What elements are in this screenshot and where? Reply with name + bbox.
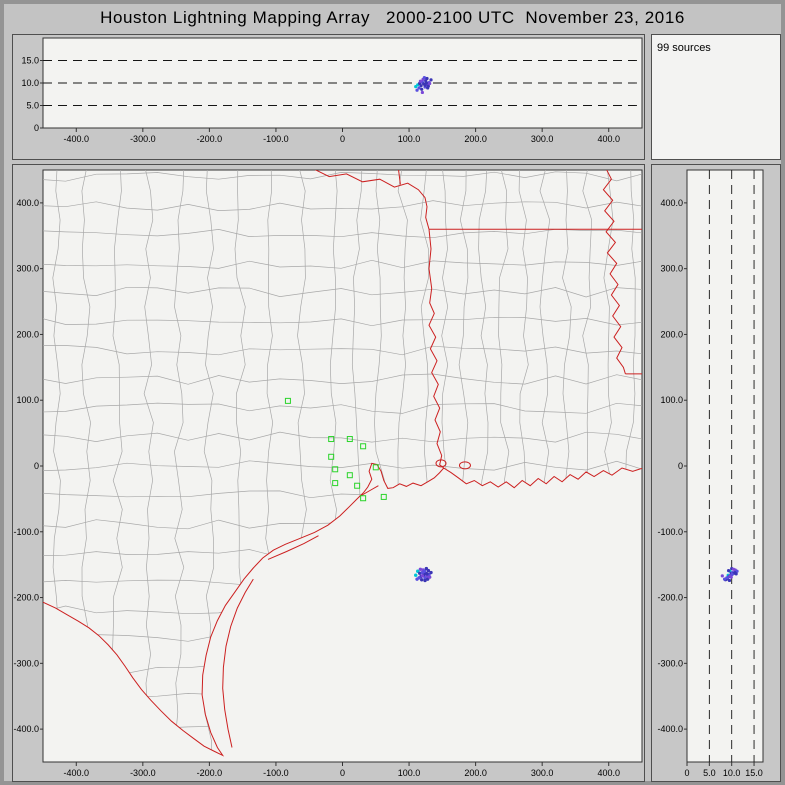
plan-view-map-panel[interactable]: -400.0 -300.0 -200.0 -100.0 0 100.0 200.0 300.0… xyxy=(12,164,645,782)
svg-text:15.0: 15.0 xyxy=(21,56,39,66)
svg-text:100.0: 100.0 xyxy=(660,395,683,405)
svg-text:-100.0: -100.0 xyxy=(263,768,289,778)
svg-text:300.0: 300.0 xyxy=(16,264,39,274)
svg-text:200.0: 200.0 xyxy=(16,329,39,339)
plan-view-plot[interactable]: -400.0 -300.0 -200.0 -100.0 0 100.0 200.0 300.0… xyxy=(13,165,644,781)
svg-text:300.0: 300.0 xyxy=(531,134,554,144)
svg-text:200.0: 200.0 xyxy=(660,329,683,339)
svg-text:100.0: 100.0 xyxy=(398,134,421,144)
svg-text:-100.0: -100.0 xyxy=(13,527,39,537)
svg-text:-300.0: -300.0 xyxy=(657,658,683,668)
svg-text:-300.0: -300.0 xyxy=(130,134,156,144)
svg-text:5.0: 5.0 xyxy=(26,101,39,111)
svg-text:0: 0 xyxy=(678,461,683,471)
svg-text:0: 0 xyxy=(340,134,345,144)
svg-text:-100.0: -100.0 xyxy=(657,527,683,537)
svg-text:100.0: 100.0 xyxy=(16,395,39,405)
lightning-sources-ew xyxy=(414,76,433,95)
svg-text:200.0: 200.0 xyxy=(464,134,487,144)
svg-text:-300.0: -300.0 xyxy=(130,768,156,778)
altitude-gridlines xyxy=(708,170,755,762)
lma-stations xyxy=(284,397,387,502)
ns-altitude-plot[interactable]: 400.0 300.0 200.0 100.0 0 -100.0 -200.0 -300.0 -… xyxy=(652,165,780,781)
svg-text:-200.0: -200.0 xyxy=(657,593,683,603)
svg-text:-300.0: -300.0 xyxy=(13,658,39,668)
svg-text:10.0: 10.0 xyxy=(21,78,39,88)
state-borders-coastline xyxy=(43,170,642,757)
svg-text:-100.0: -100.0 xyxy=(263,134,289,144)
svg-text:10.0: 10.0 xyxy=(723,768,741,778)
ew-altitude-plot[interactable]: 0 5.0 10.0 15.0 -400.0 -300.0 -200.0 -100.0 0 100… xyxy=(13,35,644,159)
svg-text:100.0: 100.0 xyxy=(398,768,421,778)
source-count-panel: 99 sources xyxy=(651,34,781,160)
svg-text:-400.0: -400.0 xyxy=(13,724,39,734)
svg-text:400.0: 400.0 xyxy=(660,198,683,208)
page-title: Houston Lightning Mapping Array 2000-210… xyxy=(100,8,685,27)
svg-text:300.0: 300.0 xyxy=(531,768,554,778)
svg-text:0: 0 xyxy=(340,768,345,778)
svg-text:-200.0: -200.0 xyxy=(13,593,39,603)
svg-text:-400.0: -400.0 xyxy=(64,768,90,778)
svg-text:-400.0: -400.0 xyxy=(64,134,90,144)
ew-altitude-panel[interactable]: 0 5.0 10.0 15.0 -400.0 -300.0 -200.0 -100.0 0 100… xyxy=(12,34,645,160)
svg-text:400.0: 400.0 xyxy=(597,768,620,778)
svg-text:0: 0 xyxy=(684,768,689,778)
svg-text:400.0: 400.0 xyxy=(597,134,620,144)
svg-text:0: 0 xyxy=(34,461,39,471)
svg-text:300.0: 300.0 xyxy=(660,264,683,274)
svg-text:5.0: 5.0 xyxy=(703,768,716,778)
ns-altitude-panel[interactable]: 400.0 300.0 200.0 100.0 0 -100.0 -200.0 -300.0 -… xyxy=(651,164,781,782)
svg-text:-400.0: -400.0 xyxy=(657,724,683,734)
lightning-sources-plan xyxy=(414,566,433,583)
svg-text:-200.0: -200.0 xyxy=(197,768,223,778)
svg-text:0: 0 xyxy=(34,123,39,133)
lightning-sources-ns xyxy=(720,567,739,583)
altitude-gridlines xyxy=(43,60,642,106)
svg-text:15.0: 15.0 xyxy=(745,768,763,778)
svg-text:-200.0: -200.0 xyxy=(197,134,223,144)
svg-text:400.0: 400.0 xyxy=(16,198,39,208)
svg-text:200.0: 200.0 xyxy=(464,768,487,778)
source-count-label: 99 sources xyxy=(657,42,711,54)
